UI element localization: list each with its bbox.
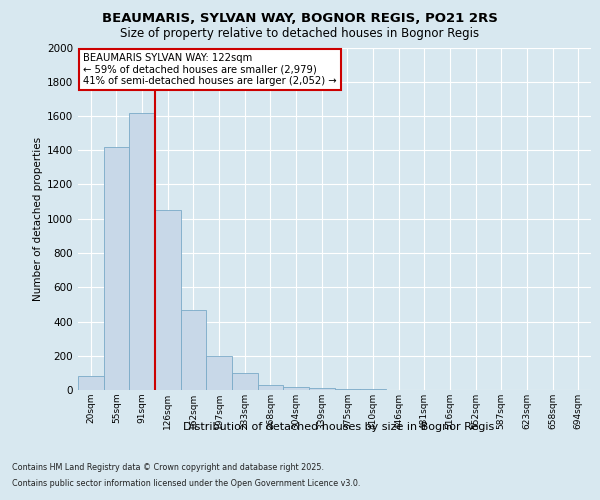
Text: Contains HM Land Registry data © Crown copyright and database right 2025.: Contains HM Land Registry data © Crown c… [12, 462, 324, 471]
Bar [232, 373, 257, 390]
Text: Size of property relative to detached houses in Bognor Regis: Size of property relative to detached ho… [121, 28, 479, 40]
Bar [104, 147, 130, 390]
Bar [283, 386, 309, 390]
Y-axis label: Number of detached properties: Number of detached properties [33, 136, 43, 301]
Bar [257, 385, 283, 390]
Bar [78, 376, 104, 390]
Bar [155, 210, 181, 390]
Text: BEAUMARIS SYLVAN WAY: 122sqm
← 59% of detached houses are smaller (2,979)
41% of: BEAUMARIS SYLVAN WAY: 122sqm ← 59% of de… [83, 52, 337, 86]
Text: Contains public sector information licensed under the Open Government Licence v3: Contains public sector information licen… [12, 479, 361, 488]
Bar [309, 388, 335, 390]
Text: BEAUMARIS, SYLVAN WAY, BOGNOR REGIS, PO21 2RS: BEAUMARIS, SYLVAN WAY, BOGNOR REGIS, PO2… [102, 12, 498, 26]
Text: Distribution of detached houses by size in Bognor Regis: Distribution of detached houses by size … [184, 422, 494, 432]
Bar [130, 112, 155, 390]
Bar [181, 310, 206, 390]
Bar [206, 356, 232, 390]
Bar [335, 389, 360, 390]
